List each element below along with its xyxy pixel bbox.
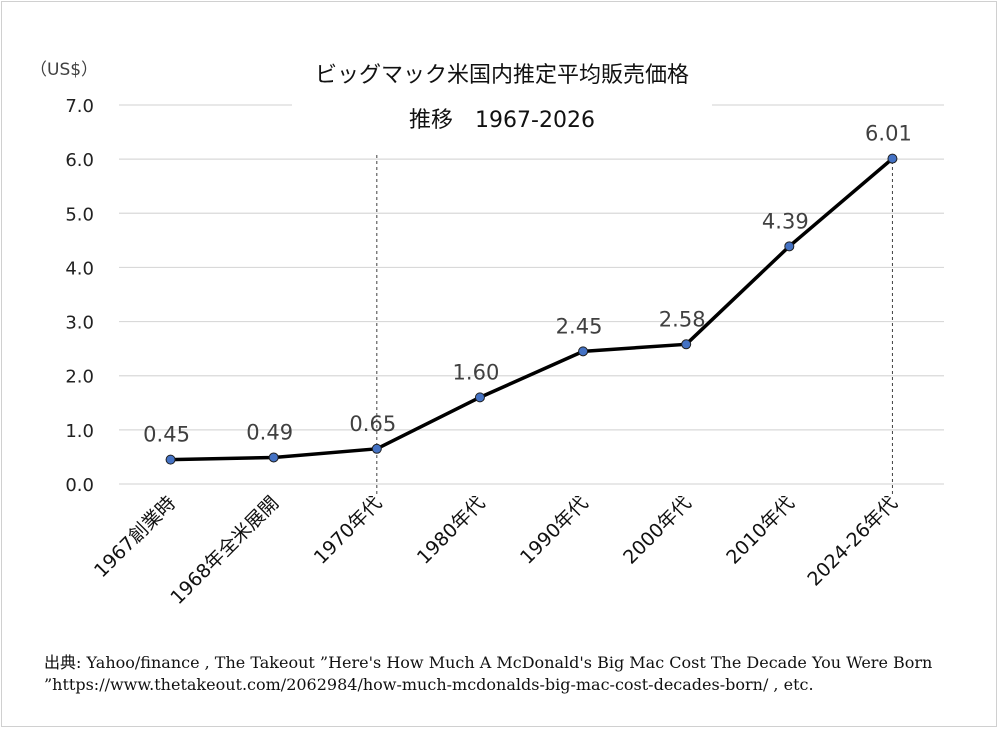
- source-note: 出典: Yahoo/finance , The Takeout ”Here's …: [44, 653, 933, 694]
- x-category-label: 2024-26年代: [803, 492, 902, 591]
- y-unit-label: （US$）: [30, 60, 98, 80]
- x-category-label: 1968年全米展開: [166, 492, 283, 609]
- x-category-label: 2000年代: [619, 492, 696, 569]
- data-point: [165, 454, 176, 465]
- x-category-label: 1967創業時: [90, 492, 180, 582]
- x-category-label: 1990年代: [516, 492, 593, 569]
- y-tick-label: 4.0: [65, 258, 94, 279]
- x-category-label: 2010年代: [722, 492, 799, 569]
- data-label: 4.39: [762, 209, 809, 233]
- data-point: [268, 452, 279, 463]
- y-tick-label: 3.0: [65, 313, 94, 334]
- y-tick-label: 5.0: [65, 204, 94, 225]
- y-tick-label: 7.0: [65, 96, 94, 117]
- y-tick-label: 0.0: [65, 475, 94, 496]
- y-tick-label: 1.0: [65, 421, 94, 442]
- data-point: [578, 346, 589, 357]
- data-label: 2.58: [659, 307, 706, 331]
- data-point: [681, 339, 692, 350]
- data-label: 0.49: [246, 420, 293, 444]
- data-point: [371, 443, 382, 454]
- title-background: [292, 52, 712, 142]
- y-tick-label: 2.0: [65, 367, 94, 388]
- chart-subtitle: 推移 1967-2026: [409, 108, 595, 133]
- x-category-label: 1970年代: [310, 492, 387, 569]
- data-label: 1.60: [453, 360, 500, 384]
- data-point: [784, 241, 795, 252]
- chart-title: ビッグマック米国内推定平均販売価格: [315, 63, 689, 88]
- line-chart: （US$） 0.0 1.0 2.0 3.0 4.0 5.0 6.0 7.0 ビッグマック米国内推…: [30, 52, 944, 609]
- y-tick-label: 6.0: [65, 150, 94, 171]
- data-label: 6.01: [865, 122, 912, 146]
- data-label: 2.45: [556, 314, 603, 338]
- data-label: 0.65: [349, 412, 396, 436]
- x-category-label: 1980年代: [413, 492, 490, 569]
- data-point: [887, 153, 898, 164]
- data-point: [474, 392, 485, 403]
- data-label: 0.45: [143, 423, 190, 447]
- series-line: [170, 157, 894, 462]
